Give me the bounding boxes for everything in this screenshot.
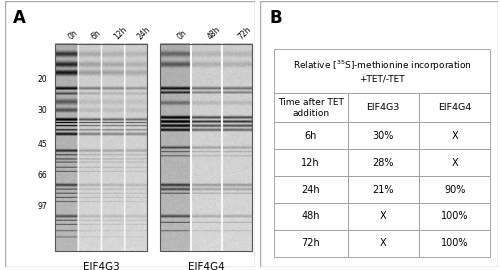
Bar — [348, 93, 419, 122]
Text: 48h: 48h — [206, 25, 222, 41]
Bar — [348, 230, 419, 257]
Bar — [274, 176, 347, 203]
Bar — [419, 122, 490, 149]
Text: X: X — [380, 238, 386, 248]
Text: 97: 97 — [38, 202, 48, 211]
Text: 48h: 48h — [302, 211, 320, 221]
Bar — [274, 149, 347, 176]
Bar — [348, 203, 419, 230]
Bar — [274, 49, 490, 93]
Text: 72h: 72h — [237, 25, 254, 41]
Bar — [419, 93, 490, 122]
Text: 12h: 12h — [112, 25, 129, 41]
Bar — [160, 44, 252, 251]
Text: 30: 30 — [38, 106, 48, 115]
Text: 72h: 72h — [302, 238, 320, 248]
Bar — [274, 93, 347, 122]
Text: 30%: 30% — [372, 131, 394, 141]
Text: Relative [$^{35}$S]-methionine incorporation
+TET/-TET: Relative [$^{35}$S]-methionine incorpora… — [292, 58, 472, 84]
Text: 12h: 12h — [302, 158, 320, 168]
Text: 6h: 6h — [304, 131, 317, 141]
Text: X: X — [380, 211, 386, 221]
Text: 24h: 24h — [302, 184, 320, 194]
Text: X: X — [452, 131, 458, 141]
Bar — [55, 44, 148, 251]
Text: 28%: 28% — [372, 158, 394, 168]
Bar — [348, 149, 419, 176]
Text: 0h: 0h — [66, 28, 80, 41]
Bar — [274, 230, 347, 257]
Text: 21%: 21% — [372, 184, 394, 194]
Bar — [419, 203, 490, 230]
Text: EIF4G4: EIF4G4 — [438, 103, 472, 112]
Bar — [419, 176, 490, 203]
Text: 20: 20 — [38, 75, 48, 84]
Text: B: B — [269, 9, 282, 27]
Text: 100%: 100% — [441, 211, 468, 221]
Text: 45: 45 — [38, 140, 48, 149]
Bar — [419, 149, 490, 176]
Bar — [348, 176, 419, 203]
Text: 66: 66 — [38, 171, 48, 180]
Bar — [274, 122, 347, 149]
Text: X: X — [452, 158, 458, 168]
Text: 100%: 100% — [441, 238, 468, 248]
Text: 90%: 90% — [444, 184, 466, 194]
Text: 0h: 0h — [176, 28, 188, 41]
Text: Time after TET
addition: Time after TET addition — [278, 98, 344, 118]
Bar — [419, 230, 490, 257]
Text: A: A — [12, 9, 26, 27]
Text: EIF4G3: EIF4G3 — [83, 262, 120, 270]
Text: 24h: 24h — [136, 25, 152, 41]
Bar — [274, 203, 347, 230]
Text: EIF4G4: EIF4G4 — [188, 262, 224, 270]
Text: EIF4G3: EIF4G3 — [366, 103, 400, 112]
Bar — [348, 122, 419, 149]
Text: 6h: 6h — [90, 28, 103, 41]
